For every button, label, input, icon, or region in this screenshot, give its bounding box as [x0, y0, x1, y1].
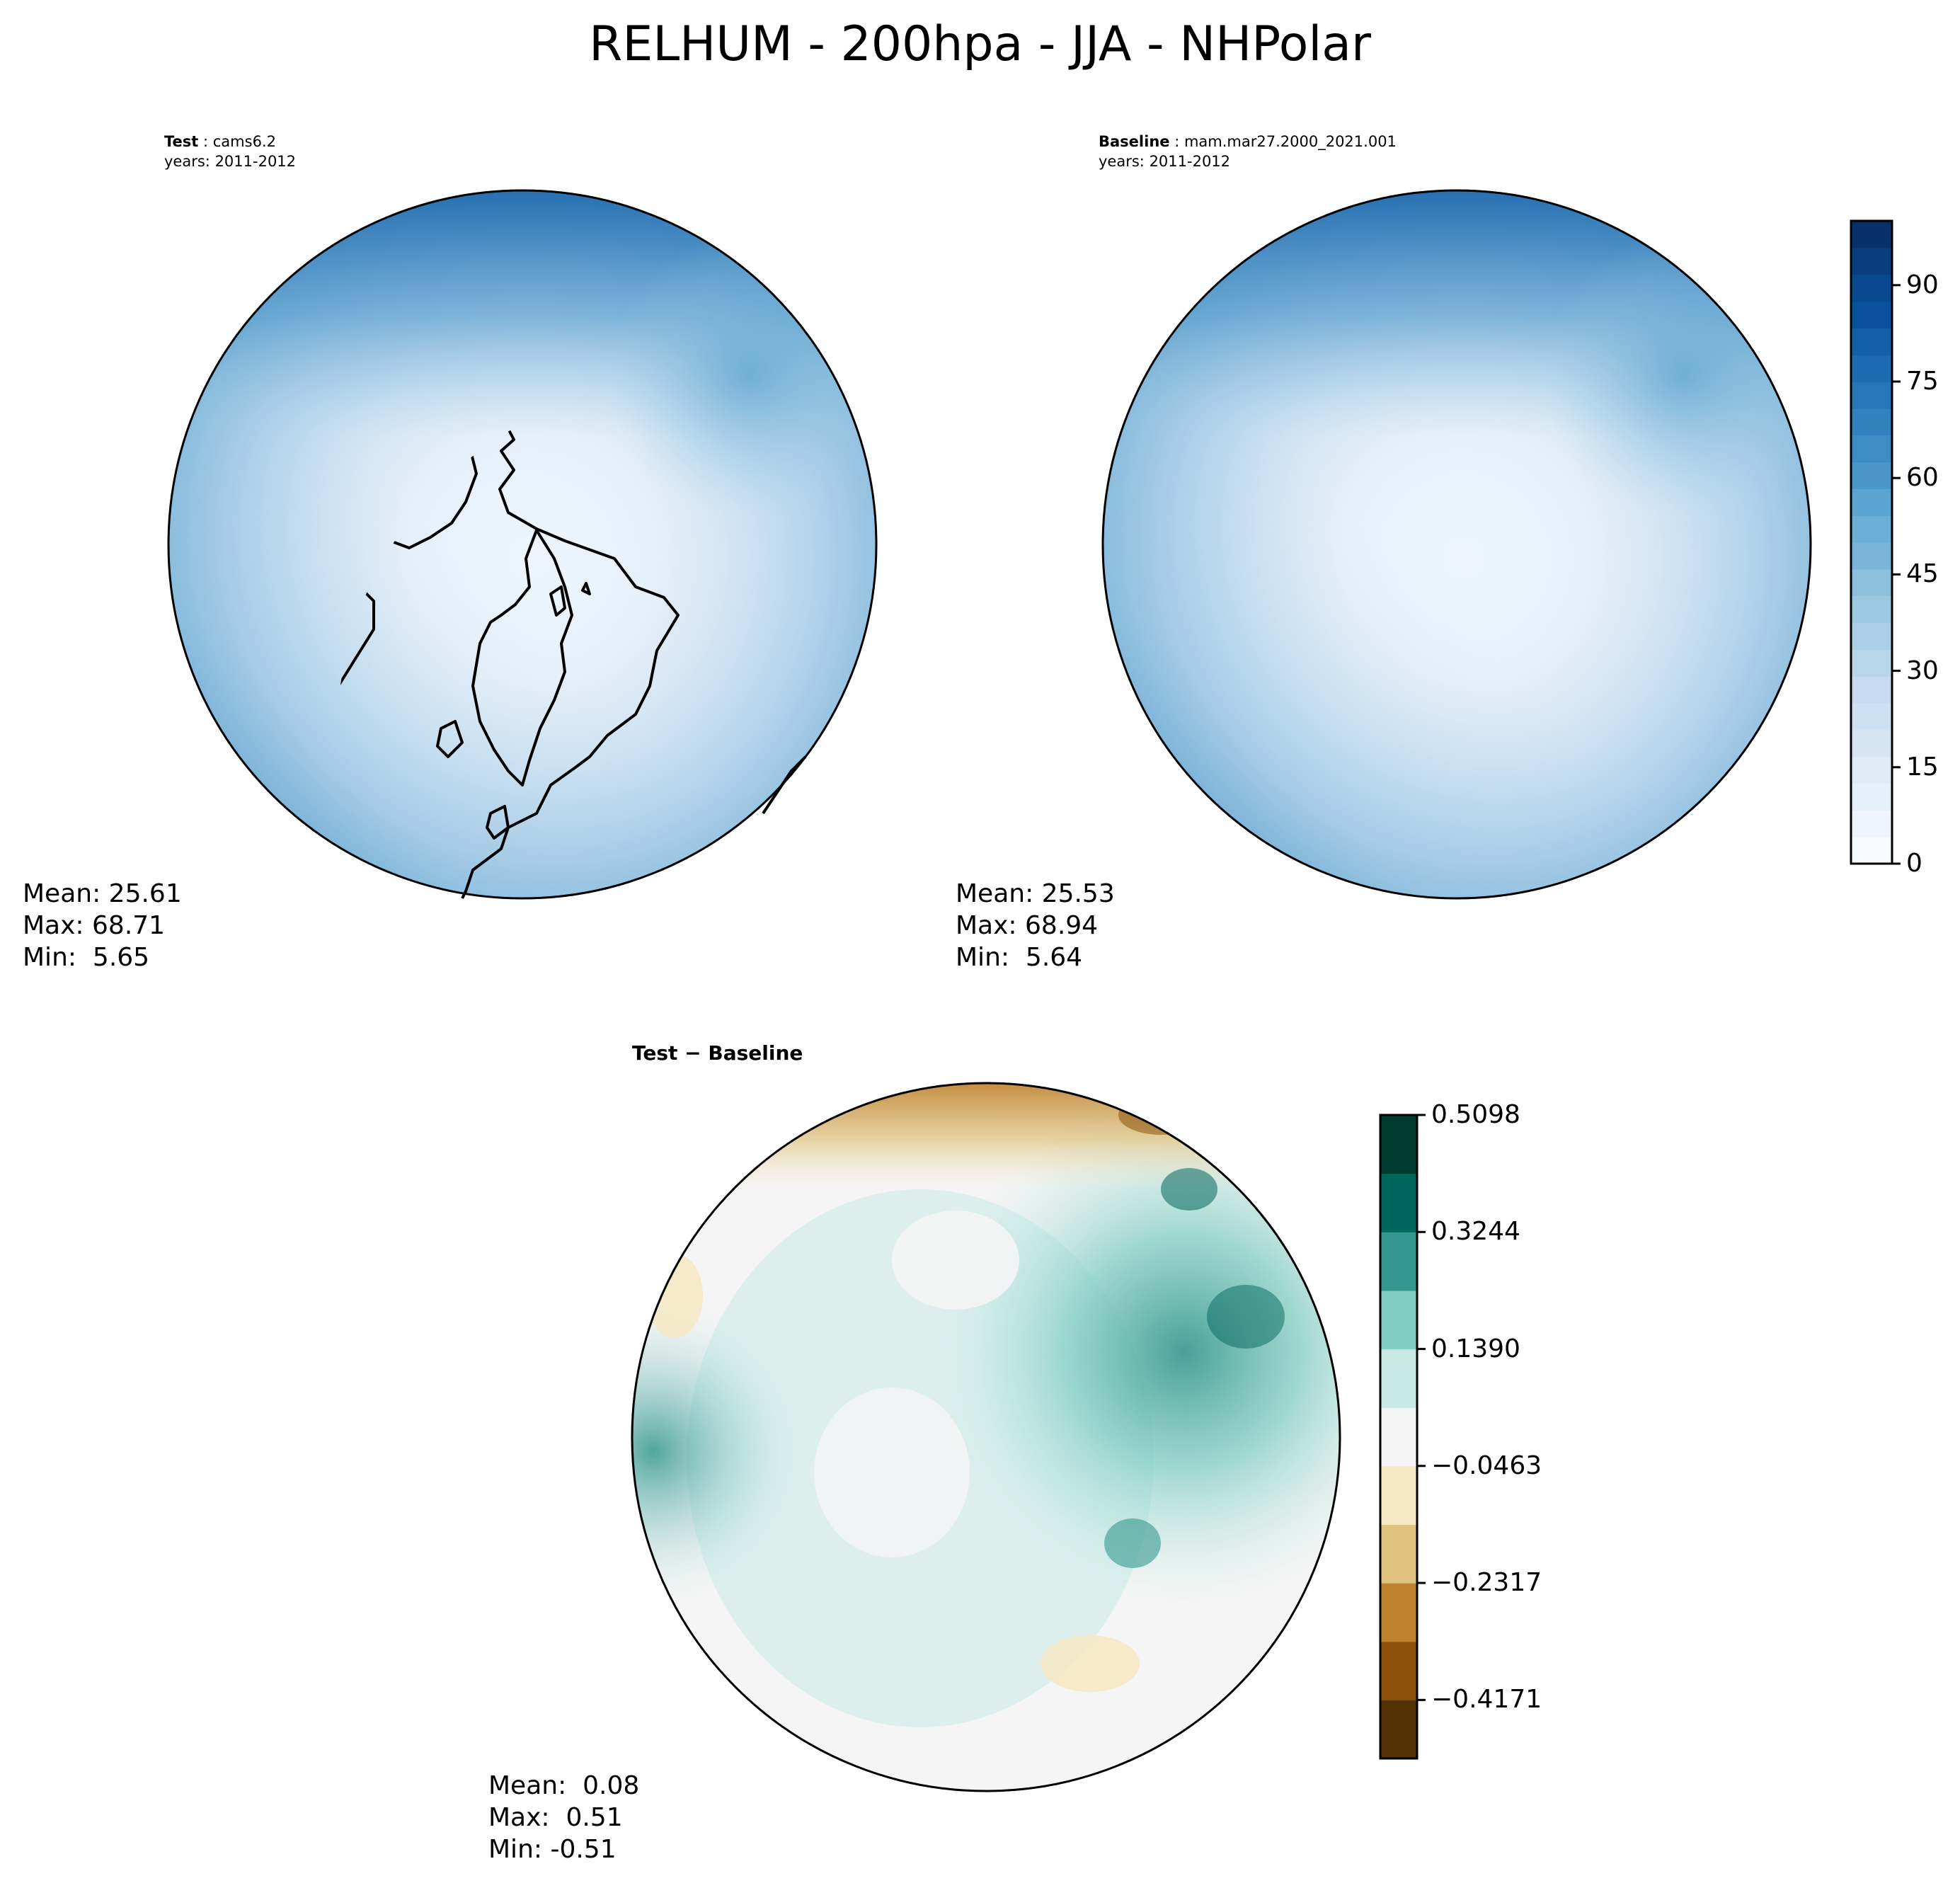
diff-colorbar-swatch [1380, 1641, 1417, 1700]
diff-colorbar-swatch [1380, 1173, 1417, 1232]
main-colorbar-swatch [1851, 837, 1892, 864]
diff-colorbar-swatch [1380, 1232, 1417, 1291]
diff-colorbar-swatch [1380, 1290, 1417, 1350]
main-colorbar-swatch [1851, 408, 1892, 436]
diff-colorbar-frame [1379, 1114, 1419, 1760]
main-colorbar-swatch [1851, 756, 1892, 784]
diff-max: 0.51 [558, 1803, 623, 1832]
diff-colorbar-tick-label: −0.0463 [1431, 1451, 1542, 1480]
main-colorbar-swatch [1851, 221, 1892, 248]
baseline-years-label: years: [1099, 153, 1145, 170]
baseline-case: mam.mar27.2000_2021.001 [1184, 133, 1397, 150]
test-subtitle: Test : cams6.2 years: 2011-2012 [164, 133, 297, 170]
diff-colorbar-tick-label: −0.2317 [1431, 1568, 1542, 1598]
main-colorbar-swatch [1851, 328, 1892, 355]
diff-colorbar-tick-label: 0.3244 [1431, 1217, 1520, 1247]
test-min-label: Min: [23, 943, 77, 972]
baseline-mean: 25.53 [1041, 879, 1115, 908]
main-colorbar-swatch [1851, 810, 1892, 837]
diff-colorbar-swatch [1380, 1583, 1417, 1642]
main-colorbar-swatch [1851, 247, 1892, 275]
main-colorbar [1850, 219, 1901, 865]
test-years-label: years: [164, 153, 210, 170]
main-colorbar-swatch [1851, 703, 1892, 731]
main-colorbar-tick-label: 75 [1906, 367, 1939, 396]
main-colorbar-swatch [1851, 622, 1892, 650]
main-colorbar-tick-label: 90 [1906, 270, 1939, 299]
baseline-min: 5.64 [1017, 943, 1083, 972]
main-colorbar-swatch [1851, 382, 1892, 409]
baseline-years: 2011-2012 [1149, 153, 1231, 170]
diff-colorbar-tick-label: 0.5098 [1431, 1100, 1520, 1129]
test-label: Test [164, 133, 199, 150]
main-colorbar-tick-label: 30 [1906, 656, 1939, 685]
test-max: 68.71 [92, 911, 166, 940]
baseline-map [1101, 189, 1812, 900]
test-map [167, 189, 878, 900]
diff-colorbar-tick-label: −0.4171 [1431, 1685, 1542, 1715]
diff-colorbar-swatch [1380, 1115, 1417, 1174]
main-colorbar-tick-label: 45 [1906, 559, 1939, 589]
baseline-max: 68.94 [1025, 911, 1099, 940]
main-colorbar-swatch [1851, 676, 1892, 704]
test-stats: Mean: 25.61 Max: 68.71 Min: 5.65 [23, 878, 182, 973]
baseline-min-label: Min: [956, 943, 1010, 972]
diff-title: Test − Baseline [632, 1041, 803, 1065]
diff-min: -0.51 [550, 1835, 617, 1864]
baseline-mean-label: Mean: [956, 879, 1034, 908]
main-colorbar-swatch [1851, 542, 1892, 570]
main-colorbar-swatch [1851, 649, 1892, 677]
test-mean-label: Mean: [23, 879, 101, 908]
figure-title: RELHUM - 200hpa - JJA - NHPolar [589, 16, 1371, 72]
main-colorbar-swatch [1851, 729, 1892, 757]
diff-stats: Mean: 0.08 Max: 0.51 Min: -0.51 [488, 1770, 639, 1865]
main-colorbar-swatch [1851, 435, 1892, 463]
main-colorbar-swatch [1851, 301, 1892, 328]
diff-mean-label: Mean: [488, 1771, 567, 1800]
main-colorbar-swatch [1851, 515, 1892, 543]
main-colorbar-tick-label: 15 [1906, 752, 1939, 782]
diff-colorbar-swatch [1380, 1407, 1417, 1467]
baseline-max-label: Max: [956, 911, 1017, 940]
diff-colorbar-swatch [1380, 1524, 1417, 1584]
main-colorbar-swatch [1851, 462, 1892, 489]
main-colorbar-swatch [1851, 355, 1892, 382]
main-colorbar-swatch [1851, 274, 1892, 302]
test-years: 2011-2012 [214, 153, 297, 170]
main-colorbar-swatch [1851, 595, 1892, 624]
main-colorbar-swatch [1851, 568, 1892, 597]
baseline-subtitle: Baseline : mam.mar27.2000_2021.001 years… [1099, 133, 1397, 170]
main-colorbar-frame [1850, 219, 1893, 865]
test-case: cams6.2 [212, 133, 276, 150]
test-max-label: Max: [23, 911, 84, 940]
test-mean: 25.61 [108, 879, 182, 908]
diff-colorbar-swatch [1380, 1465, 1417, 1526]
diff-colorbar [1379, 1114, 1426, 1760]
test-min: 5.65 [84, 943, 150, 972]
main-colorbar-swatch [1851, 488, 1892, 516]
diff-map [631, 1082, 1341, 1792]
diff-colorbar-swatch [1380, 1700, 1417, 1759]
main-colorbar-tick-label: 0 [1906, 849, 1922, 878]
baseline-label: Baseline [1099, 133, 1170, 150]
diff-min-label: Min: [488, 1835, 543, 1864]
diff-colorbar-swatch [1380, 1349, 1417, 1408]
diff-max-label: Max: [488, 1803, 550, 1832]
diff-colorbar-tick-label: 0.1390 [1431, 1334, 1520, 1363]
diff-mean: 0.08 [574, 1771, 640, 1800]
baseline-stats: Mean: 25.53 Max: 68.94 Min: 5.64 [956, 878, 1115, 973]
main-colorbar-swatch [1851, 783, 1892, 811]
main-colorbar-tick-label: 60 [1906, 463, 1939, 493]
